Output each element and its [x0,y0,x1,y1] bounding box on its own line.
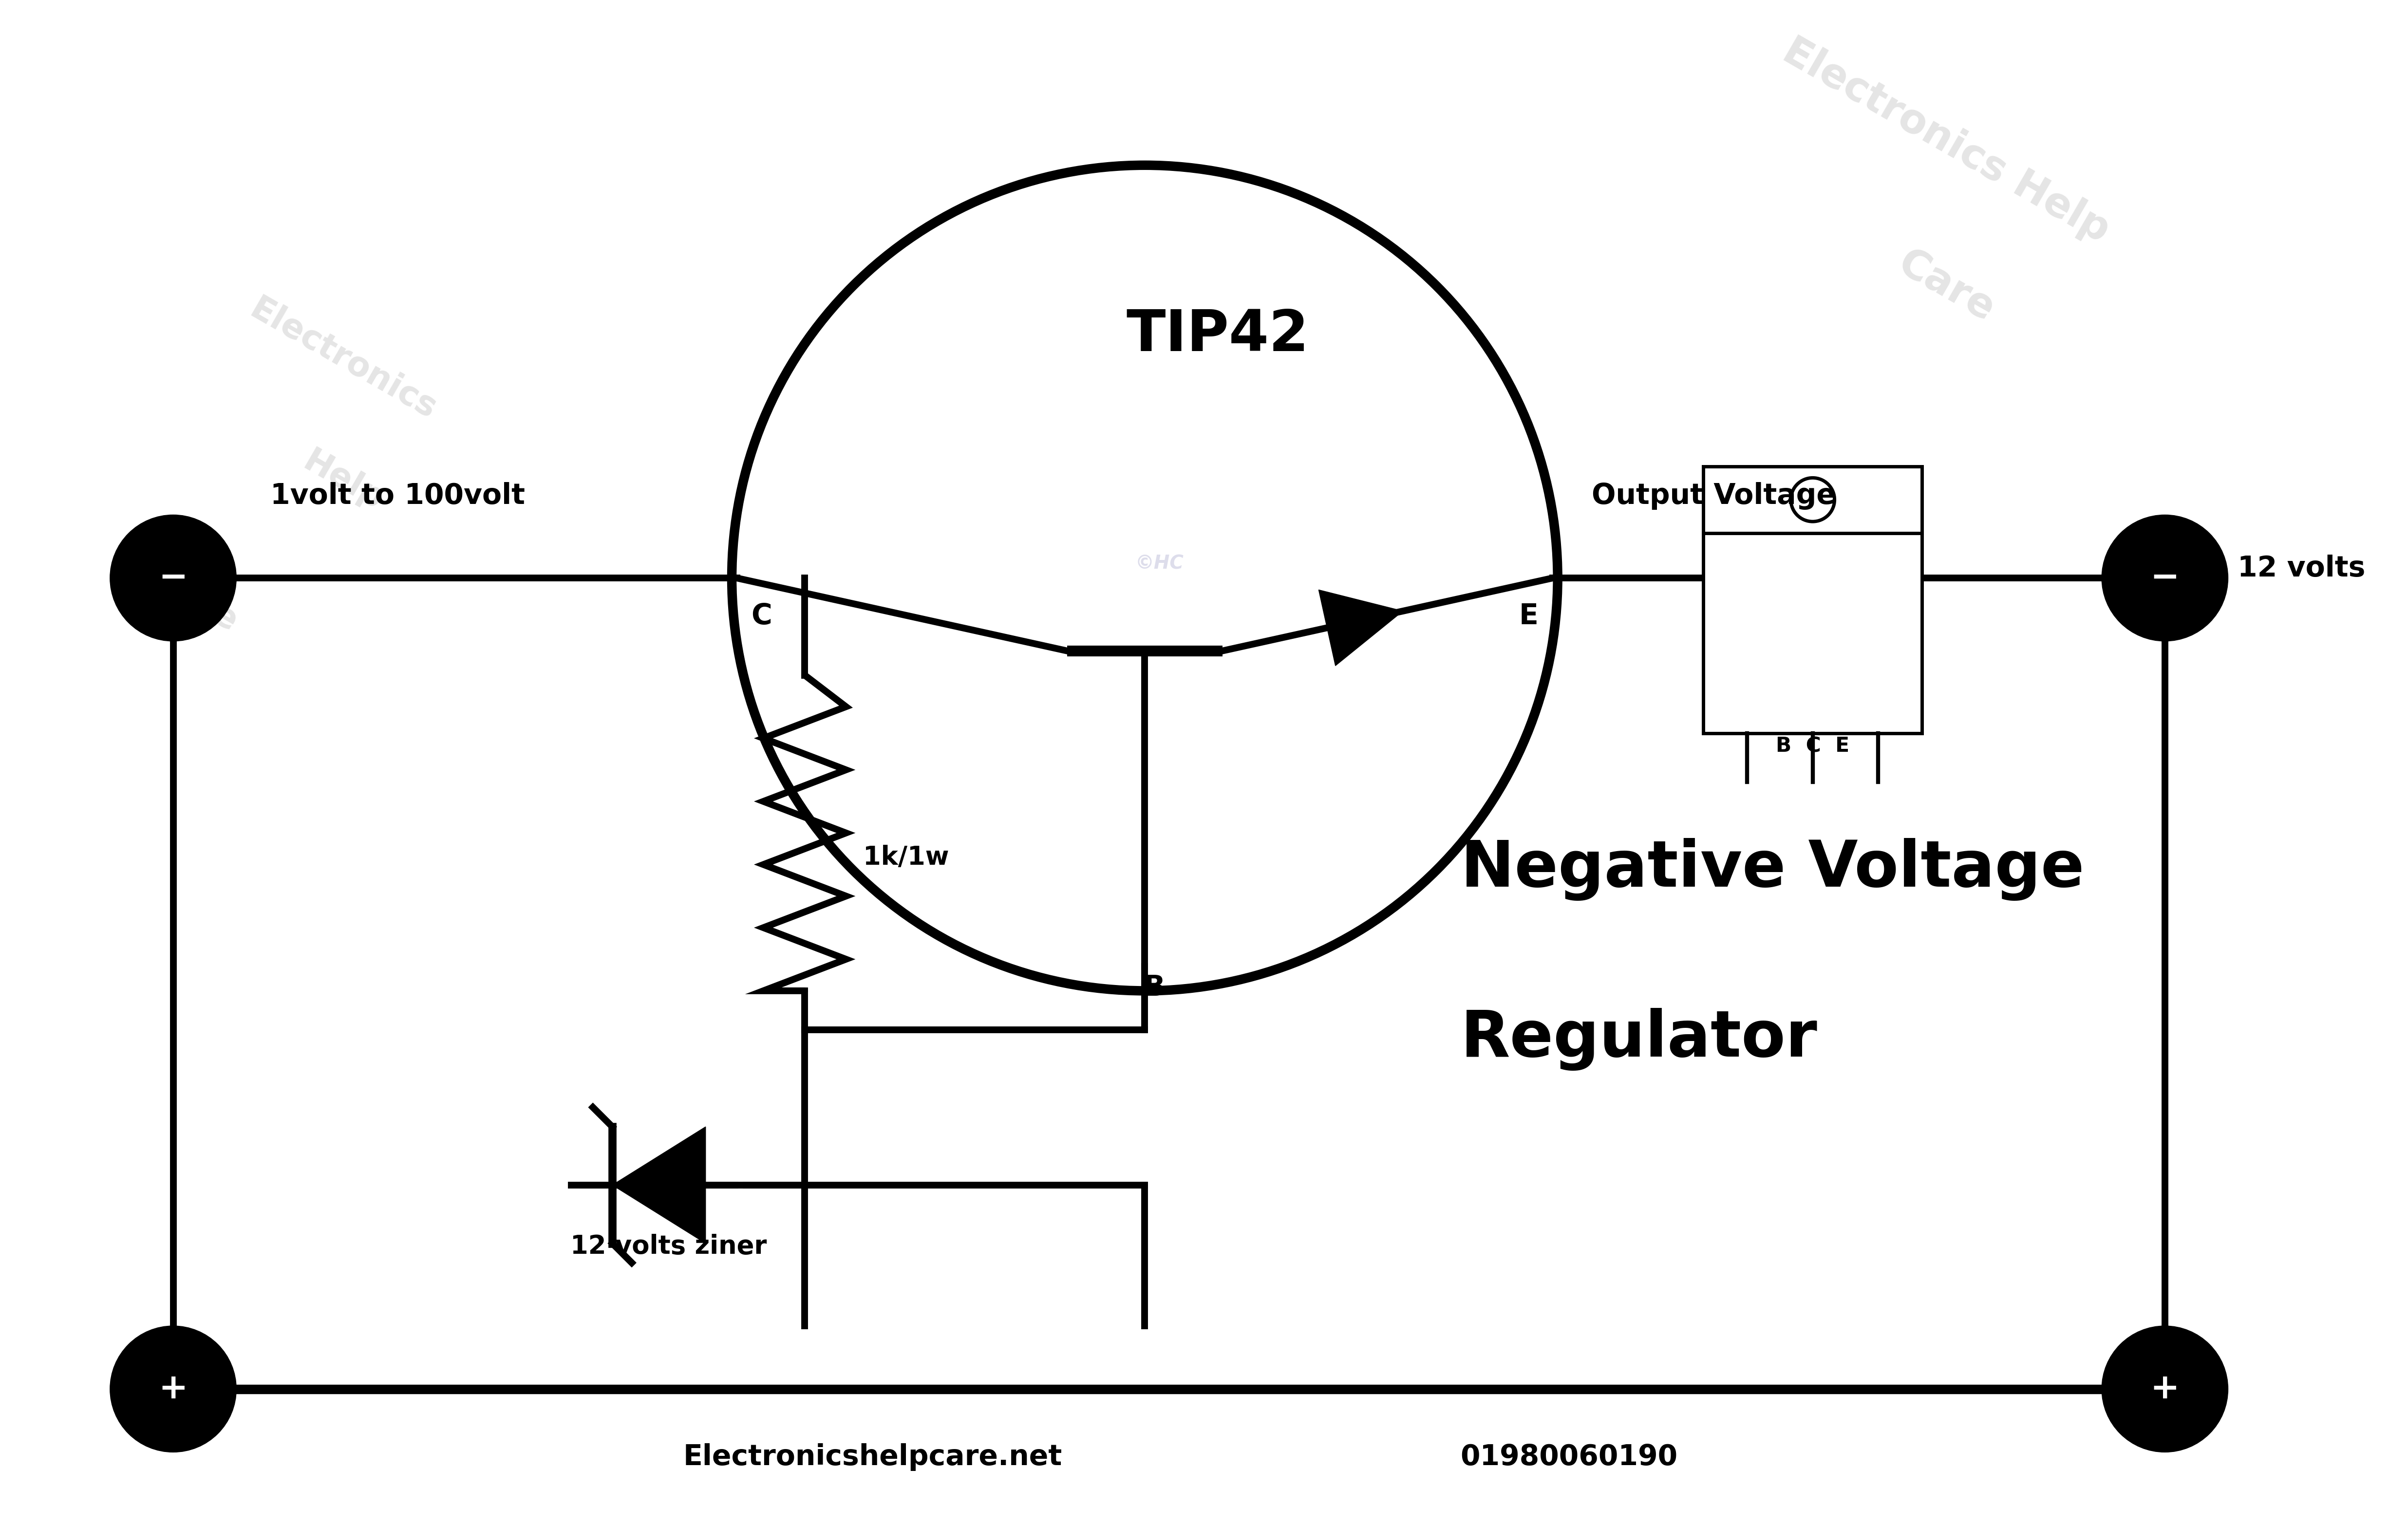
Polygon shape [1320,590,1404,666]
Circle shape [111,515,236,640]
Text: +: + [2150,1372,2179,1406]
Text: 1k/1w: 1k/1w [862,845,949,869]
Text: Negative Voltage: Negative Voltage [1462,837,2085,901]
Text: +: + [159,1372,188,1406]
Text: 1volt to 100volt: 1volt to 100volt [270,482,525,509]
Circle shape [2102,515,2227,640]
Text: Electronics: Electronics [243,293,443,425]
Text: Regulator: Regulator [1462,1008,1818,1071]
Text: Electronicshelpcare.net: Electronicshelpcare.net [684,1443,1062,1472]
Text: E: E [1519,602,1539,630]
Text: B: B [1144,974,1165,1002]
Polygon shape [612,1127,706,1243]
Text: TIP42: TIP42 [1127,307,1310,363]
Text: Output Voltage: Output Voltage [1592,482,1835,509]
Text: Care: Care [152,566,243,639]
Bar [1702,467,1922,734]
Text: C: C [751,602,773,630]
Text: Care: Care [1890,244,2001,329]
Text: Help: Help [296,445,390,517]
Text: 01980060190: 01980060190 [1462,1443,1678,1472]
Text: ©HC: ©HC [1134,554,1185,573]
Circle shape [1792,477,1835,522]
Text: 12 volts ziner: 12 volts ziner [571,1234,766,1260]
Circle shape [111,1325,236,1452]
Circle shape [2102,1325,2227,1452]
Text: −: − [2150,561,2179,595]
Text: B  C  E: B C E [1775,737,1849,756]
Text: Electronics Help: Electronics Help [1777,30,2117,250]
Text: −: − [159,561,188,595]
Text: 12 volts: 12 volts [2237,555,2365,583]
